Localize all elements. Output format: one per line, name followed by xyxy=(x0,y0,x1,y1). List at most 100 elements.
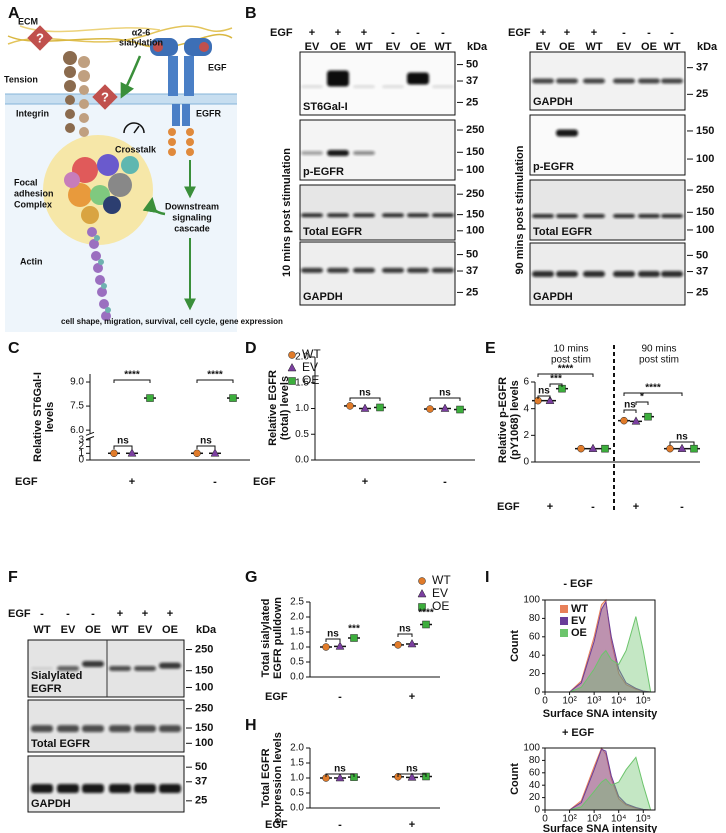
marker-label: 100 xyxy=(195,737,213,749)
band xyxy=(57,725,79,733)
y-axis-label: expression levels xyxy=(272,732,284,824)
label: α2-6 xyxy=(132,27,151,37)
axis-break xyxy=(85,436,95,440)
marker-label: 25 xyxy=(466,286,478,298)
data-point xyxy=(422,620,430,629)
legend-label: WT xyxy=(302,347,321,361)
treatment-sign: + xyxy=(117,608,123,620)
treatment-sign: + xyxy=(564,27,570,39)
band xyxy=(301,85,323,89)
band-name: GAPDH xyxy=(303,291,343,303)
y-tick-label: 1.0 xyxy=(290,642,304,653)
data-point xyxy=(229,394,237,402)
x-axis-label: EGF xyxy=(15,476,38,488)
unit-label: kDa xyxy=(196,624,217,636)
y-axis-label: Total sialylated xyxy=(260,599,272,678)
lane-label: OE xyxy=(162,624,178,636)
marker-label: 100 xyxy=(466,225,484,237)
y-tick-label: 4 xyxy=(523,403,529,414)
lane-label: OE xyxy=(559,41,575,53)
band xyxy=(661,78,683,84)
data-point xyxy=(394,641,402,649)
y-tick-label: 0 xyxy=(534,687,540,698)
marker-label: 150 xyxy=(696,125,714,137)
group-label: post stim xyxy=(551,355,591,366)
data-point xyxy=(335,772,345,782)
y-tick-label: 80 xyxy=(529,613,541,624)
y-tick-label: 0.5 xyxy=(295,429,309,440)
y-tick-label: 0 xyxy=(523,457,529,468)
band xyxy=(583,78,605,84)
x-tick-label: + xyxy=(129,476,135,488)
panel-label: F xyxy=(8,569,18,586)
significance-bracket xyxy=(397,773,427,777)
label: Focal xyxy=(14,177,38,187)
band xyxy=(382,267,404,273)
significance-label: ns xyxy=(327,629,339,640)
x-tick-label: + xyxy=(409,819,415,831)
treatment-sign: - xyxy=(670,27,674,39)
lane-label: WT xyxy=(663,41,680,53)
x-tick-label: 10⁴ xyxy=(611,814,626,825)
band xyxy=(301,213,323,218)
blot-row xyxy=(299,184,456,241)
treatment-sign: + xyxy=(309,27,315,39)
side-label: 90 mins post stimulation xyxy=(514,145,526,274)
band-name: Total EGFR xyxy=(533,226,592,238)
significance-bracket xyxy=(623,409,637,413)
y-tick-label: 60 xyxy=(529,631,541,642)
panel-label: G xyxy=(245,569,257,586)
marker-label: 50 xyxy=(466,58,478,70)
x-axis-label: EGF xyxy=(253,476,276,488)
label: EGF xyxy=(208,62,227,72)
y-tick-label: 0.5 xyxy=(290,657,304,668)
y-axis-label: Count xyxy=(509,763,521,795)
y-tick-label: 3 xyxy=(78,434,84,445)
data-point xyxy=(620,416,628,425)
data-point xyxy=(666,444,674,453)
label: Actin xyxy=(20,256,43,266)
question-mark: ? xyxy=(36,30,44,45)
data-point xyxy=(288,351,296,359)
label: ECM xyxy=(18,16,38,26)
significance-bracket xyxy=(349,397,381,401)
data-point xyxy=(360,403,370,412)
significance-label: ns xyxy=(399,624,411,635)
marker-label: 25 xyxy=(696,88,708,100)
legend-label: EV xyxy=(302,360,318,374)
significance-label: * xyxy=(640,392,644,403)
y-axis-label: Relative EGFR xyxy=(267,370,279,446)
x-axis-label: Surface SNA intensity xyxy=(543,708,658,720)
x-tick-label: 10⁴ xyxy=(611,696,626,707)
significance-bracket xyxy=(196,379,234,383)
panel-label: C xyxy=(8,340,20,357)
marker-label: 150 xyxy=(466,146,484,158)
histogram-area xyxy=(569,598,651,693)
histogram-area xyxy=(569,748,651,811)
blot-row xyxy=(529,179,686,241)
band xyxy=(82,660,104,667)
treatment-sign: - xyxy=(441,27,445,39)
data-point xyxy=(690,444,698,453)
legend-swatch xyxy=(560,605,568,613)
significance-label: ns xyxy=(439,388,451,399)
chart-title: - EGF xyxy=(563,578,593,590)
significance-bracket xyxy=(429,397,461,401)
legend-label: WT xyxy=(432,573,451,587)
significance-bracket xyxy=(549,383,563,387)
data-point xyxy=(322,643,330,651)
histogram-area xyxy=(569,600,651,693)
band xyxy=(31,783,53,793)
x-axis-label: EGF xyxy=(265,691,288,703)
data-point xyxy=(407,772,417,781)
significance-label: *** xyxy=(550,374,562,385)
treatment-sign: - xyxy=(40,608,44,620)
band xyxy=(31,725,53,733)
x-tick-label: - xyxy=(443,476,447,488)
marker-label: 25 xyxy=(466,96,478,108)
x-tick-label: 0 xyxy=(542,814,548,825)
data-point xyxy=(440,403,450,412)
band xyxy=(638,78,660,84)
band xyxy=(382,213,404,218)
marker-label: 250 xyxy=(466,124,484,136)
